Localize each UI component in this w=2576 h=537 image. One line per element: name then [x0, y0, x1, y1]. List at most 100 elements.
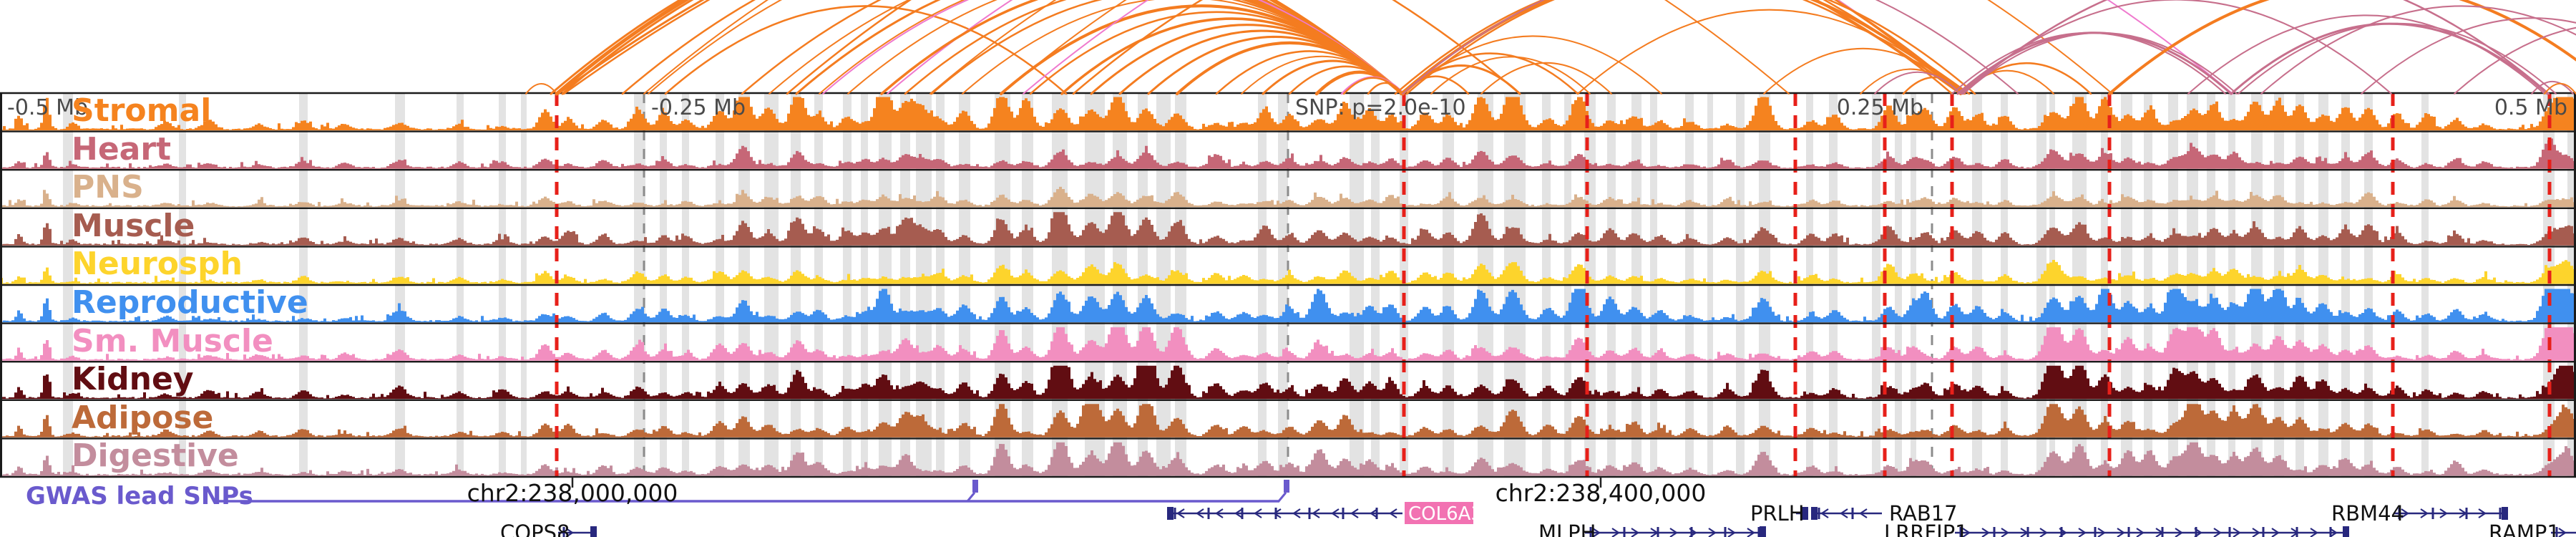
track-label-digestive[interactable]: Digestive [72, 437, 239, 475]
gene-label-rab17[interactable]: RAB17 [1889, 501, 1958, 526]
strand-arrow-icon [2558, 528, 2567, 537]
gene-label-prlh[interactable]: PRLH [1750, 501, 1805, 526]
gene-end-block [2502, 507, 2508, 520]
strand-arrow-icon [1631, 528, 1639, 537]
gene-end-block [590, 526, 597, 537]
gene-label-cops8[interactable]: COPS8 [500, 521, 570, 537]
signal-track-sm-muscle[interactable] [0, 327, 2576, 361]
strand-arrow-icon [1273, 508, 1282, 518]
gene-lrrfip1[interactable]: LRRFIP1 [1884, 521, 2349, 537]
signal-track-kidney[interactable] [0, 365, 2576, 400]
strand-arrow-icon [2252, 528, 2260, 537]
strand-arrow-icon [2310, 528, 2318, 537]
strand-arrow-icon [1215, 508, 1224, 518]
signal-track-adipose[interactable] [0, 404, 2576, 437]
strand-arrow-icon [1254, 508, 1262, 518]
signal-track-pns[interactable] [0, 186, 2576, 208]
strand-arrow-icon [1234, 508, 1243, 518]
strand-arrow-icon [2175, 528, 2183, 537]
gene-label-mlph[interactable]: MLPH [1538, 521, 1596, 537]
strand-arrow-icon [2078, 528, 2087, 537]
track-label-sm-muscle[interactable]: Sm. Muscle [72, 322, 273, 359]
interaction-arc [2544, 82, 2576, 95]
strand-arrow-icon [565, 528, 574, 537]
track-label-heart[interactable]: Heart [72, 130, 172, 168]
gene-cops8[interactable]: COPS8 [500, 521, 597, 537]
strand-arrow-icon [1312, 508, 1320, 518]
track-label-muscle[interactable]: Muscle [72, 207, 195, 244]
track-label-stromal[interactable]: Stromal [72, 92, 212, 129]
interaction-arc [1963, 32, 2238, 95]
interaction-arc [561, 0, 1405, 95]
strand-arrow-icon [2097, 528, 2106, 537]
interaction-arc [1480, 62, 1612, 95]
strand-arrow-icon [2213, 528, 2222, 537]
strand-arrow-icon [1981, 528, 1990, 537]
gene-col6a3[interactable]: COL6A3 [1167, 502, 1483, 525]
signal-track-digestive[interactable] [0, 442, 2576, 476]
strand-arrow-icon [2439, 508, 2448, 518]
gene-rbm44[interactable]: RBM44 [2331, 501, 2508, 526]
interaction-arc [2454, 26, 2576, 95]
strand-arrow-icon [1196, 508, 1204, 518]
strand-arrow-icon [1820, 508, 1829, 518]
gene-label-rbm44[interactable]: RBM44 [2331, 501, 2404, 526]
track-label-reproductive[interactable]: Reproductive [72, 284, 308, 321]
coordinate-label-left: chr2:238,000,000 [467, 479, 678, 507]
tick-label-0-5mb: 0.5 Mb [2494, 95, 2567, 120]
track-label-pns[interactable]: PNS [72, 169, 144, 206]
gene-end-block [2343, 526, 2349, 537]
gene-rab17[interactable]: RAB17 [1811, 501, 1958, 526]
track-label-adipose[interactable]: Adipose [72, 399, 214, 436]
gene-ramp1[interactable]: RAMP1 [2489, 521, 2576, 537]
signal-track-muscle[interactable] [0, 212, 2576, 246]
strand-arrow-icon [1389, 508, 1397, 518]
strand-arrow-icon [1669, 528, 1678, 537]
interaction-arc [795, 0, 1404, 95]
interaction-arc [741, 0, 1404, 95]
interaction-arc [1763, 48, 1963, 95]
signal-track-neurosph[interactable] [0, 260, 2576, 284]
gwas-snp-marker[interactable] [972, 480, 978, 493]
strand-arrow-icon [2401, 508, 2409, 518]
interaction-arc [1405, 0, 1976, 95]
gwas-lead-snps-label[interactable]: GWAS lead SNPs [26, 482, 253, 511]
signal-track-stromal[interactable] [0, 97, 2576, 131]
track-label-neurosph[interactable]: Neurosph [72, 246, 243, 283]
strand-arrow-icon [2117, 528, 2125, 537]
gene-mlph[interactable]: MLPH [1538, 521, 1766, 537]
strand-arrow-icon [2233, 528, 2241, 537]
interaction-arc [2260, 5, 2576, 95]
strand-arrow-icon [2329, 528, 2338, 537]
signal-track-heart[interactable] [0, 138, 2576, 169]
gene-label-col6a3[interactable]: COL6A3 [1408, 503, 1483, 525]
interaction-arc [1023, 0, 2233, 95]
coordinate-label-right: chr2:238,400,000 [1495, 479, 1707, 507]
gwas-snp-marker[interactable] [1284, 480, 1289, 493]
strand-arrow-icon [2271, 528, 2280, 537]
interaction-arc [2531, 81, 2574, 95]
gene-label-ramp1[interactable]: RAMP1 [2489, 521, 2560, 537]
strand-arrow-icon [1292, 508, 1301, 518]
strand-arrow-icon [2039, 528, 2048, 537]
interaction-arc [822, 0, 1405, 95]
tick-label-minus-0-25mb: -0.25 Mb [651, 95, 746, 120]
track-label-kidney[interactable]: Kidney [72, 361, 194, 398]
interaction-arc [643, 0, 1790, 95]
gene-end-block [1760, 526, 1766, 537]
gwas-snp-pole [966, 492, 976, 502]
strand-arrow-icon [1592, 528, 1601, 537]
interaction-arc [2187, 14, 2545, 95]
interaction-arc [648, 0, 1403, 95]
strand-arrow-icon [1370, 508, 1378, 518]
strand-arrow-icon [1727, 528, 1736, 537]
strand-arrow-icon [2001, 528, 2009, 537]
gene-end-block [1811, 507, 1818, 520]
gene-prlh[interactable]: PRLH [1750, 501, 1808, 526]
interaction-arc [2361, 17, 2576, 95]
gene-end-block [1802, 507, 1808, 520]
signal-track-reproductive[interactable] [0, 289, 2576, 323]
tick-label-minus-0-5mb: -0.5 Mb [7, 95, 88, 120]
gene-label-lrrfip1[interactable]: LRRFIP1 [1884, 521, 1968, 537]
